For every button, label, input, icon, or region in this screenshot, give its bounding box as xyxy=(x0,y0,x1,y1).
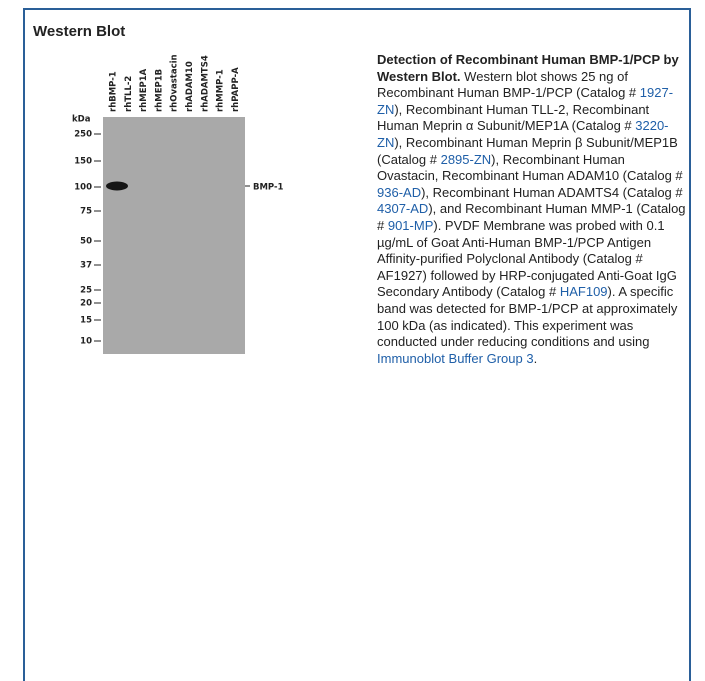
lane-label: rhMEP1A xyxy=(139,68,149,112)
blot-figure: BMP-1 kDa rhBMP-1 rhTLL-2 rhMEP1A rhMEP1B rh… xyxy=(60,50,320,360)
marker-label: 25 xyxy=(80,286,92,296)
lane-label: rhADAM10 xyxy=(185,61,195,112)
catalog-link[interactable]: HAF109 xyxy=(560,284,608,299)
marker-label: 75 xyxy=(80,207,92,217)
band xyxy=(106,182,128,191)
catalog-link[interactable]: 2895-ZN xyxy=(441,152,492,167)
marker-label: 15 xyxy=(80,316,92,326)
marker-label: 250 xyxy=(74,130,92,140)
band-label: BMP-1 xyxy=(253,183,284,193)
membrane xyxy=(103,117,245,354)
lane-label: rhMMP-1 xyxy=(216,69,226,112)
section-title: Western Blot xyxy=(33,23,125,40)
caption-text: ), Recombinant Human TLL-2, Recombinant … xyxy=(377,102,649,134)
lane-label: rhPAPP-A xyxy=(231,67,241,112)
lane-label: rhMEP1B xyxy=(154,69,164,112)
lane-label: rhTLL-2 xyxy=(124,76,134,112)
caption: Detection of Recombinant Human BMP-1/PCP… xyxy=(377,52,687,367)
catalog-link[interactable]: Immunoblot Buffer Group 3 xyxy=(377,351,534,366)
caption-text: . xyxy=(534,351,538,366)
marker-label: 37 xyxy=(80,261,92,271)
marker-label: 50 xyxy=(80,237,92,247)
catalog-link[interactable]: 901-MP xyxy=(388,218,434,233)
catalog-link[interactable]: 4307-AD xyxy=(377,201,428,216)
marker-label: 150 xyxy=(74,157,92,167)
lane-label: rhADAMTS4 xyxy=(200,55,210,112)
lane-label: rhBMP-1 xyxy=(109,71,119,112)
caption-text: ), Recombinant Human ADAMTS4 (Catalog # xyxy=(421,185,683,200)
marker-label: 20 xyxy=(80,299,92,309)
marker-label: 100 xyxy=(74,183,92,193)
catalog-link[interactable]: 936-AD xyxy=(377,185,421,200)
marker-label: 10 xyxy=(80,337,92,347)
page: Western Blot BMP-1 kDa rhBMP-1 rhTLL-2 rhM… xyxy=(0,0,705,681)
lane-label: rhOvastacin xyxy=(170,54,180,112)
unit-label: kDa xyxy=(72,115,91,125)
